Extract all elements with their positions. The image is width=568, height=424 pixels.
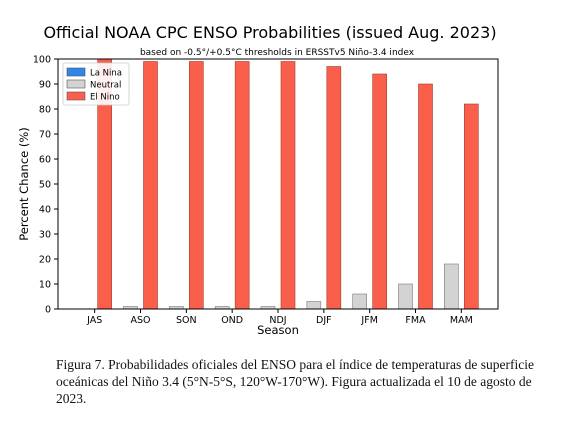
x-axis: JAS ASO SON OND NDJ DJF JFM FMA MAM [86, 309, 473, 326]
bars-group [97, 58, 479, 310]
legend-swatch [66, 67, 86, 77]
chart-title: Official NOAA CPC ENSO Probabilities (is… [43, 23, 496, 42]
y-tick-label: 60 [39, 155, 51, 166]
y-tick-label: 100 [33, 55, 51, 66]
bar-neutral [444, 263, 459, 310]
legend: La Nina Neutral El Nino [62, 62, 130, 106]
bar-el-nino [418, 83, 433, 310]
x-axis-label: Season [257, 323, 299, 337]
y-tick-label: 20 [39, 255, 51, 266]
enso-probability-chart: Official NOAA CPC ENSO Probabilities (is… [17, 23, 499, 337]
x-tick-label: DJF [316, 315, 332, 326]
y-tick-label: 70 [39, 130, 51, 141]
y-tick-label: 10 [39, 280, 51, 291]
y-tick-label: 0 [45, 305, 51, 316]
chart-subtitle: based on -0.5°/+0.5°C thresholds in ERSS… [140, 48, 415, 58]
legend-label: Neutral [90, 81, 121, 91]
bar-el-nino [280, 61, 296, 310]
x-tick-label: JFM [360, 315, 377, 326]
figure-caption: Figura 7. Probabilidades oficiales del E… [56, 357, 534, 406]
x-tick-label: NDJ [269, 315, 286, 326]
x-tick-label: SON [176, 315, 197, 326]
legend-swatch [66, 91, 86, 101]
legend-label: El Nino [90, 93, 120, 103]
y-tick-label: 30 [39, 230, 51, 241]
legend-swatch [66, 79, 86, 89]
x-tick-label: JAS [86, 315, 102, 326]
bar-neutral [306, 301, 322, 310]
legend-label: La Nina [90, 69, 122, 79]
y-axis: 0 10 20 30 40 50 60 70 80 90 100 [33, 55, 58, 316]
bar-neutral [398, 283, 413, 310]
bar-el-nino [189, 61, 204, 310]
y-axis-label: Percent Chance (%) [17, 127, 31, 241]
y-tick-label: 90 [39, 80, 51, 91]
x-tick-label: MAM [450, 315, 473, 326]
y-tick-label: 80 [39, 105, 51, 116]
x-tick-label: FMA [405, 315, 426, 326]
bar-el-nino [326, 66, 342, 310]
bar-neutral [352, 293, 367, 310]
bar-el-nino [464, 103, 479, 310]
y-tick-label: 50 [39, 180, 51, 191]
bar-el-nino [372, 73, 387, 310]
y-tick-label: 40 [39, 205, 51, 216]
x-tick-label: OND [221, 315, 243, 326]
x-tick-label: ASO [130, 315, 150, 326]
bar-el-nino [234, 61, 250, 310]
bar-el-nino [143, 61, 158, 310]
